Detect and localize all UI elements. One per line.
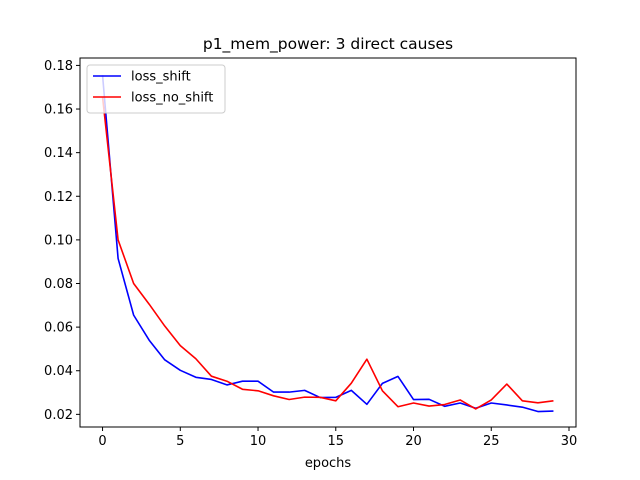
chart-title: p1_mem_power: 3 direct causes: [203, 35, 453, 54]
x-tick-label: 10: [250, 434, 267, 449]
series-line-loss-shift: [101, 75, 554, 413]
x-tick-label: 15: [328, 434, 345, 449]
y-axis: 0.02 0.04 0.06 0.08 0.10 0.12 0.14 0.16 0.18: [44, 59, 80, 423]
legend: loss_shift loss_no_shift: [86, 64, 226, 114]
legend-label: loss_shift: [131, 70, 191, 85]
legend-box: [86, 64, 226, 114]
x-axis: 0 5 10 15 20 25 30: [98, 427, 577, 449]
y-tick-label: 0.16: [44, 103, 73, 118]
y-tick-label: 0.14: [44, 146, 73, 161]
x-axis-label: epochs: [305, 456, 352, 471]
y-tick-label: 0.18: [44, 59, 73, 74]
y-tick-label: 0.10: [44, 233, 73, 248]
y-tick-label: 0.08: [44, 277, 73, 292]
y-tick-label: 0.12: [44, 190, 73, 205]
legend-label: loss_no_shift: [131, 91, 213, 106]
plot-frame: [79, 57, 577, 428]
y-tick-label: 0.06: [44, 321, 73, 336]
x-tick-label: 20: [405, 434, 422, 449]
series-line-loss-no-shift: [101, 96, 554, 410]
plot-area: [101, 75, 554, 413]
x-tick-label: 0: [98, 434, 106, 449]
x-tick-label: 25: [483, 434, 500, 449]
x-tick-label: 5: [176, 434, 184, 449]
y-tick-label: 0.02: [44, 408, 73, 423]
y-tick-label: 0.04: [44, 364, 73, 379]
x-tick-label: 30: [561, 434, 578, 449]
